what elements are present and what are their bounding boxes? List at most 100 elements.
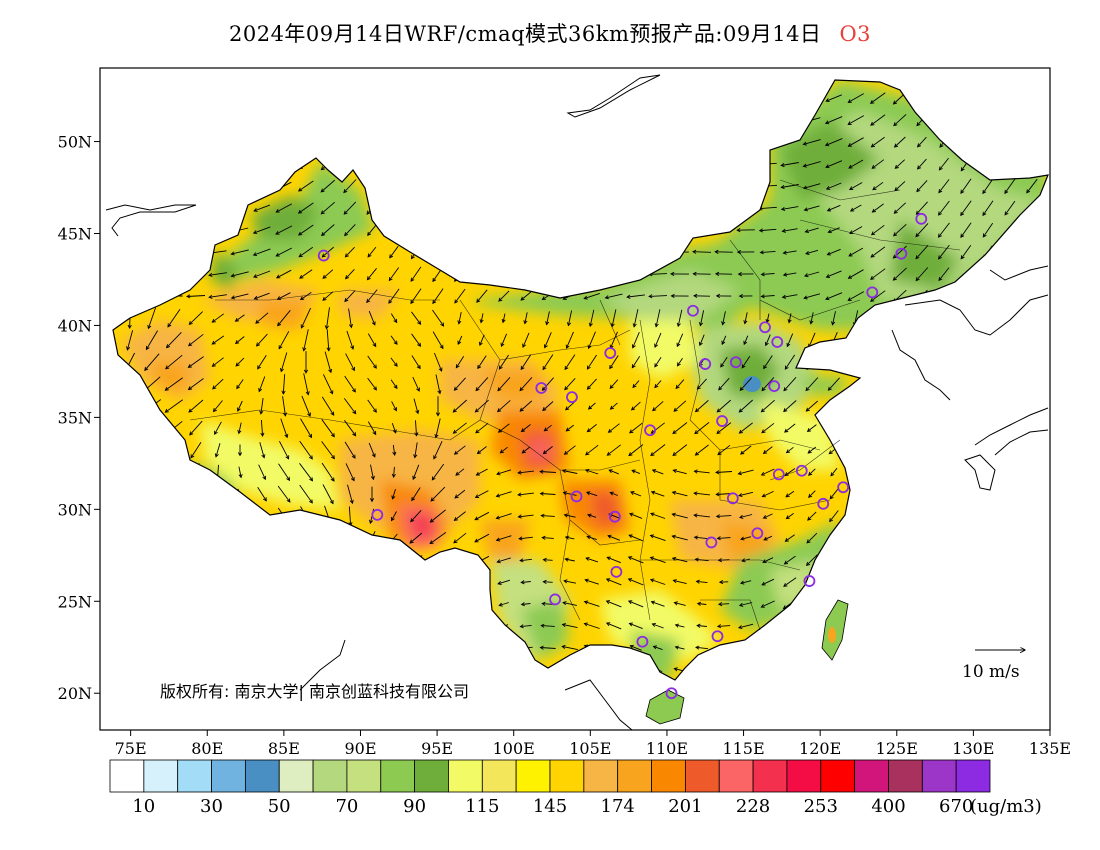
wind-arrow — [610, 402, 618, 410]
wind-arrow-head — [649, 534, 655, 539]
wind-arrow-head — [452, 429, 457, 434]
wind-arrow-head — [672, 469, 677, 474]
wind-arrow-head — [367, 253, 372, 258]
wind-arrow — [606, 578, 622, 586]
wind-arrow-head — [717, 602, 723, 607]
wind-arrow — [807, 424, 817, 432]
wind-arrow — [609, 355, 619, 369]
wind-arrow-head — [738, 408, 743, 413]
wind-arrow-head — [718, 580, 724, 585]
wind-arrow-head — [584, 578, 589, 583]
wind-arrow — [390, 335, 398, 345]
wind-arrow-head — [939, 143, 944, 148]
wind-arrow — [694, 536, 710, 540]
wind-arrow — [781, 162, 799, 166]
wind-arrow-head — [416, 364, 421, 370]
wind-arrow-head — [652, 645, 657, 650]
wind-arrow-head — [351, 366, 355, 372]
wind-arrow — [519, 400, 533, 412]
wind-arrow-head — [430, 497, 435, 502]
wind-arrow-head — [828, 450, 833, 455]
wind-arrow-head — [654, 343, 658, 348]
wind-arrow-head — [349, 499, 354, 505]
wind-arrow-head — [320, 232, 326, 237]
wind-arrow — [278, 463, 290, 481]
wind-arrow-head — [783, 387, 788, 392]
wind-arrow — [298, 246, 314, 258]
wind-arrow — [825, 292, 843, 300]
wind-arrow-head — [259, 410, 264, 415]
colorbar-label: 228 — [736, 796, 770, 817]
wind-arrow-head — [609, 364, 614, 370]
wind-arrow — [584, 601, 600, 607]
wind-arrow-head — [562, 491, 568, 496]
wind-arrow-head — [495, 515, 500, 520]
wind-arrow-head — [541, 386, 546, 392]
wind-arrow — [766, 313, 770, 323]
wind-arrow — [455, 356, 465, 368]
lon-tick-label: 95E — [421, 739, 453, 758]
wind-arrow-head — [916, 122, 921, 127]
colorbar-swatch — [515, 759, 551, 793]
lon-tick-label: 120E — [799, 739, 841, 758]
wind-arrow-head — [496, 559, 501, 564]
wind-arrow-head — [275, 208, 280, 213]
wind-arrow — [607, 535, 621, 541]
wind-arrow-head — [432, 299, 437, 305]
wind-arrow — [388, 288, 400, 304]
wind-arrow-head — [453, 386, 458, 391]
wind-arrow-head — [329, 390, 334, 395]
wind-arrow — [673, 400, 687, 412]
wind-arrow-head — [474, 538, 479, 543]
wind-arrow — [499, 602, 509, 606]
wind-arrow-head — [414, 432, 419, 437]
wind-arrow-head — [960, 189, 965, 194]
wind-arrow-head — [542, 407, 547, 412]
wind-arrow-head — [214, 453, 219, 458]
wind-arrow-head — [695, 579, 700, 584]
wind-arrow — [916, 180, 928, 192]
wind-arrow-head — [237, 407, 241, 412]
wind-arrow-head — [435, 412, 440, 417]
wind-arrow-head — [417, 342, 422, 347]
wind-arrow-head — [786, 342, 791, 348]
city-marker — [817, 497, 830, 510]
wind-arrow — [500, 333, 508, 347]
wind-arrow-head — [741, 364, 746, 369]
wind-arrow — [344, 441, 356, 459]
wind-arrow — [717, 537, 731, 539]
wind-arrow-head — [1004, 189, 1009, 195]
wind-arrow-head — [628, 622, 633, 627]
wind-arrow-head — [164, 386, 169, 391]
wind-arrow-head — [393, 407, 397, 412]
wind-arrow-head — [870, 143, 875, 148]
wind-arrow — [826, 182, 842, 190]
wind-arrow-head — [849, 207, 855, 212]
wind-arrow — [761, 422, 775, 434]
wind-arrow — [672, 557, 688, 563]
wind-arrow — [411, 355, 421, 369]
wind-arrow — [564, 354, 576, 370]
wind-arrow — [584, 623, 600, 629]
wind-arrow — [849, 226, 863, 234]
wind-arrow — [235, 314, 245, 322]
wind-arrow-head — [372, 342, 377, 348]
wind-arrow — [414, 442, 418, 458]
wind-arrow — [848, 137, 864, 147]
wind-arrow — [433, 441, 443, 459]
wind-arrow-head — [938, 166, 943, 171]
wind-arrow-head — [498, 297, 503, 302]
wind-arrow — [982, 200, 994, 216]
wind-arrow-head — [126, 346, 131, 351]
wind-arrow-head — [870, 231, 876, 236]
wind-arrow — [540, 471, 556, 473]
wind-arrow — [717, 625, 731, 627]
wind-arrow-head — [454, 299, 459, 304]
wind-arrow-head — [455, 364, 460, 369]
wind-arrow-head — [253, 208, 258, 212]
colorbar-label: 174 — [601, 796, 635, 817]
wind-arrow-head — [564, 386, 569, 391]
wind-arrow — [960, 200, 972, 216]
wind-arrow — [521, 603, 531, 605]
wind-arrow — [743, 335, 749, 345]
